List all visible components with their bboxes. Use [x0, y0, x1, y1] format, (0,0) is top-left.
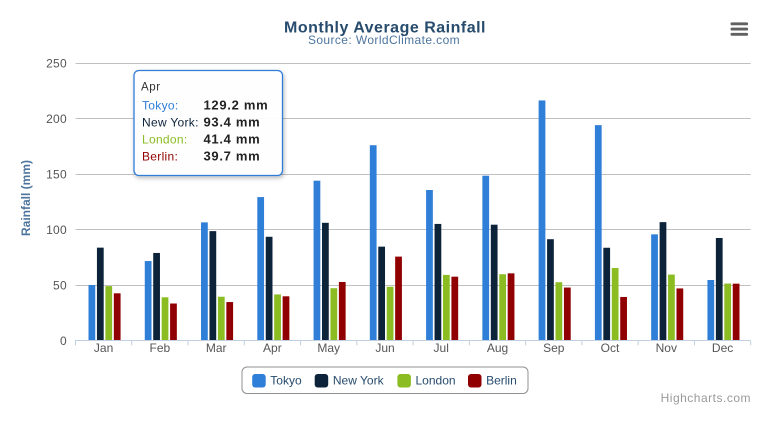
svg-text:Jun: Jun [375, 341, 394, 355]
svg-text:May: May [317, 341, 340, 355]
svg-text:New York: New York [333, 374, 385, 388]
svg-text:Feb: Feb [150, 341, 171, 355]
svg-text:50: 50 [53, 278, 67, 292]
svg-text:Apr: Apr [141, 82, 161, 94]
svg-text:Sep: Sep [543, 341, 565, 355]
svg-text:Monthly Average Rainfall: Monthly Average Rainfall [284, 20, 486, 37]
svg-text:41.4 mm: 41.4 mm [204, 132, 261, 147]
svg-text:New York:: New York: [142, 116, 199, 130]
svg-text:Dec: Dec [712, 341, 733, 355]
svg-text:Jan: Jan [94, 341, 113, 355]
svg-text:0: 0 [60, 334, 67, 348]
svg-text:Apr: Apr [263, 341, 282, 355]
svg-text:250: 250 [46, 57, 67, 71]
svg-text:150: 150 [46, 168, 67, 182]
svg-text:Mar: Mar [206, 341, 227, 355]
svg-text:Berlin: Berlin [486, 374, 517, 388]
svg-text:Oct: Oct [601, 341, 620, 355]
svg-text:Nov: Nov [656, 341, 677, 355]
svg-text:39.7 mm: 39.7 mm [204, 149, 261, 164]
svg-text:Highcharts.com: Highcharts.com [661, 391, 751, 405]
svg-text:100: 100 [46, 223, 67, 237]
svg-text:Rainfall (mm): Rainfall (mm) [19, 160, 33, 236]
svg-text:93.4 mm: 93.4 mm [204, 115, 261, 130]
svg-text:200: 200 [46, 112, 67, 126]
svg-text:London: London [416, 374, 456, 388]
svg-text:Tokyo: Tokyo [270, 374, 302, 388]
svg-text:Tokyo:: Tokyo: [142, 99, 178, 113]
svg-text:Berlin:: Berlin: [142, 150, 178, 164]
svg-text:129.2 mm: 129.2 mm [204, 98, 269, 113]
svg-text:Source: WorldClimate.com: Source: WorldClimate.com [308, 33, 460, 47]
svg-text:Jul: Jul [434, 341, 449, 355]
svg-text:London:: London: [142, 133, 187, 147]
svg-text:Aug: Aug [487, 341, 508, 355]
